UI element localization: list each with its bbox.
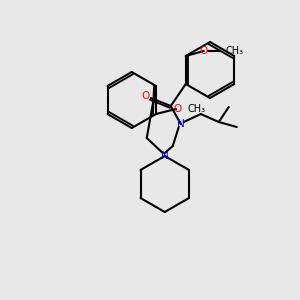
- Text: O: O: [174, 104, 182, 114]
- Text: N: N: [161, 151, 169, 161]
- Text: CH₃: CH₃: [188, 104, 206, 114]
- Text: O: O: [142, 91, 150, 101]
- Text: CH₃: CH₃: [226, 46, 244, 56]
- Text: N: N: [177, 119, 184, 129]
- Text: O: O: [200, 46, 208, 56]
